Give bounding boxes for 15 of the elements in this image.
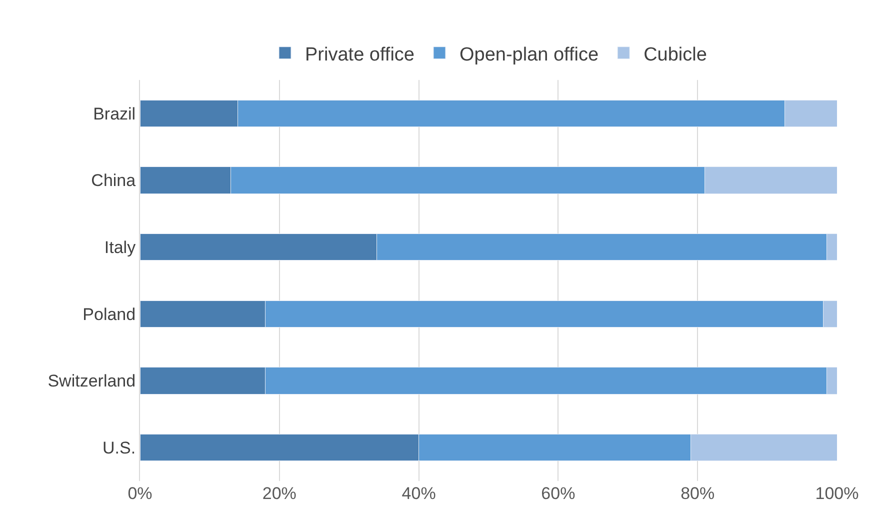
y-tick-label: Italy — [104, 238, 136, 258]
y-tick-label: Switzerland — [48, 372, 136, 391]
y-tick-label: Poland — [82, 304, 136, 324]
legend-label: Private office — [305, 44, 414, 66]
x-tick-label: 20% — [262, 484, 296, 503]
x-tick-label: 60% — [541, 484, 576, 503]
y-tick-label: Brazil — [93, 104, 136, 124]
x-tick-label: 80% — [680, 484, 715, 503]
y-tick-label: China — [91, 171, 136, 190]
legend-label: Cubicle — [644, 44, 707, 66]
legend-label: Open-plan office — [459, 44, 599, 66]
y-tick-label: U.S. — [102, 438, 136, 458]
x-tick-label: 100% — [815, 484, 859, 503]
x-tick-label: 40% — [402, 484, 436, 503]
x-tick-label: 0% — [128, 484, 152, 503]
